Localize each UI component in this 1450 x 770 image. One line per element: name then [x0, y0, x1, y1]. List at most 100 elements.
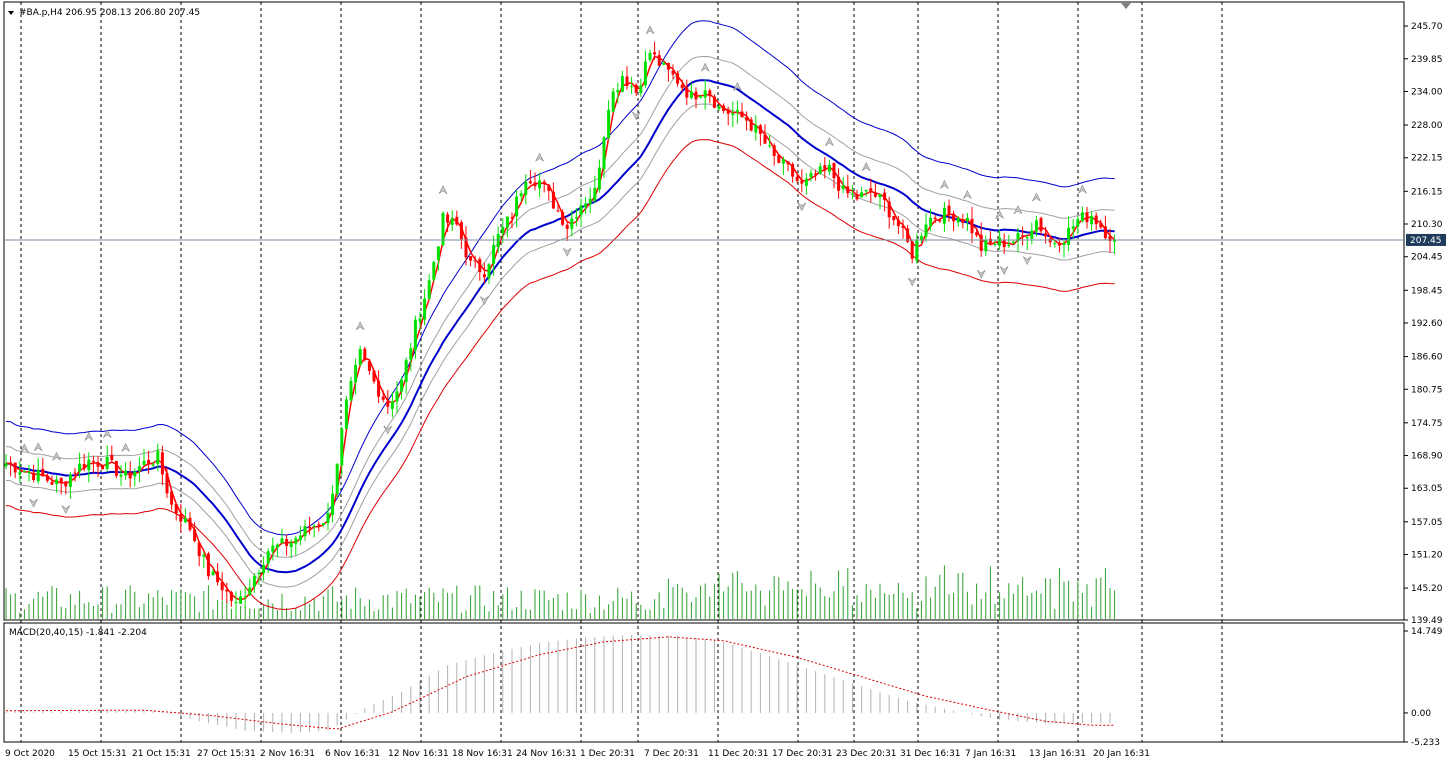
price-tick-label: 245.70: [1411, 22, 1443, 32]
candle-body: [910, 241, 914, 259]
candle-body: [124, 470, 128, 476]
macd-indicator-label: MACD(20,40,15) -1.841 -2.204: [9, 628, 147, 638]
candle-body: [220, 582, 224, 591]
candle-body: [869, 188, 873, 193]
candle-body: [689, 91, 693, 98]
candle-body: [611, 91, 615, 112]
candle-body: [1103, 226, 1107, 239]
price-tick-label: 210.30: [1411, 220, 1443, 230]
candle-body: [818, 166, 822, 174]
candle-body: [680, 84, 684, 88]
candle-body: [1090, 215, 1094, 225]
time-tick-label: 15 Oct 15:31: [68, 749, 127, 759]
candle-body: [763, 134, 767, 144]
candle-body: [326, 512, 330, 523]
fractal-down-marker: [1022, 256, 1032, 266]
time-tick-label: 12 Nov 16:31: [388, 749, 449, 759]
candle-body: [542, 181, 546, 184]
candle-body: [643, 61, 647, 86]
candle-body: [239, 596, 243, 604]
candle-body: [312, 525, 316, 527]
upper-band-line: [5, 20, 1115, 536]
chart-labels: #BA.p,H4 206.95 208.13 206.80 207.45 MAC…: [8, 3, 1131, 638]
time-tick-label: 11 Dec 20:31: [708, 749, 769, 759]
candle-body: [551, 191, 555, 209]
candle-body: [1002, 239, 1006, 248]
candle-body: [758, 125, 762, 134]
candle-body: [947, 205, 951, 215]
candle-body: [354, 364, 358, 383]
candle-body: [846, 186, 850, 194]
time-tick-label: 17 Dec 20:31: [772, 749, 833, 759]
candle-body: [740, 111, 744, 118]
candle-body: [768, 145, 772, 147]
candle-body: [478, 259, 482, 272]
candle-body: [206, 553, 210, 577]
candle-body: [515, 196, 519, 217]
chart-shift-marker-icon[interactable]: [1121, 3, 1131, 9]
candle-body: [699, 95, 703, 98]
price-tick-label: 198.45: [1411, 286, 1443, 296]
candle-body: [404, 360, 408, 382]
grid-lines: [20, 2, 1223, 742]
candle-body: [1076, 219, 1080, 227]
candle-body: [662, 62, 666, 65]
time-tick-label: 20 Jan 16:31: [1093, 749, 1150, 759]
price-tick-label: 151.20: [1411, 551, 1443, 561]
candle-body: [620, 76, 624, 92]
candle-body: [809, 173, 813, 178]
fractal-down-marker: [907, 277, 917, 287]
candle-body: [970, 218, 974, 234]
candle-body: [193, 529, 197, 542]
candle-body: [275, 544, 279, 548]
candle-body: [133, 471, 137, 477]
candle-body: [18, 472, 22, 475]
candle-body: [860, 192, 864, 198]
candle-body: [731, 113, 735, 116]
time-tick-label: 7 Dec 20:31: [644, 749, 699, 759]
candle-body: [781, 159, 785, 164]
price-tick-label: 157.05: [1411, 518, 1443, 528]
candle-body: [266, 551, 270, 564]
candle-body: [101, 465, 105, 470]
candle-body: [703, 90, 707, 98]
candle-body: [648, 53, 652, 60]
time-tick-label: 2 Nov 16:31: [260, 749, 315, 759]
candle-body: [827, 164, 831, 172]
candle-body: [501, 227, 505, 234]
candle-body: [708, 90, 712, 97]
candle-body: [317, 524, 321, 526]
candle-body: [887, 201, 891, 218]
candle-body: [1053, 243, 1057, 245]
fractal-up-marker: [33, 442, 43, 452]
fractal-up-marker: [20, 443, 29, 453]
symbol-dropdown-icon[interactable]: [8, 11, 14, 15]
candle-body: [381, 396, 385, 400]
candle-body: [427, 280, 431, 299]
time-tick-label: 24 Nov 16:31: [516, 749, 577, 759]
candle-body: [1113, 239, 1117, 242]
time-tick-label: 6 Nov 16:31: [325, 749, 380, 759]
candle-body: [59, 477, 63, 484]
fractal-up-marker: [121, 442, 130, 452]
candle-body: [1021, 235, 1025, 237]
candle-body: [197, 542, 201, 557]
candle-body: [298, 535, 302, 541]
price-tick-label: 234.00: [1411, 87, 1443, 97]
candle-body: [524, 182, 528, 195]
candle-body: [565, 224, 569, 229]
candle-body: [965, 217, 969, 221]
candle-body: [73, 472, 77, 474]
candle-body: [942, 207, 946, 224]
candle-body: [1025, 237, 1029, 239]
fractal-up-marker: [52, 451, 61, 461]
fractal-down-marker: [480, 296, 489, 306]
candle-body: [593, 187, 597, 201]
fractal-up-marker: [84, 431, 94, 441]
candle-body: [528, 181, 532, 184]
candle-body: [1108, 236, 1112, 242]
candle-body: [915, 239, 919, 261]
candle-body: [1030, 230, 1034, 239]
